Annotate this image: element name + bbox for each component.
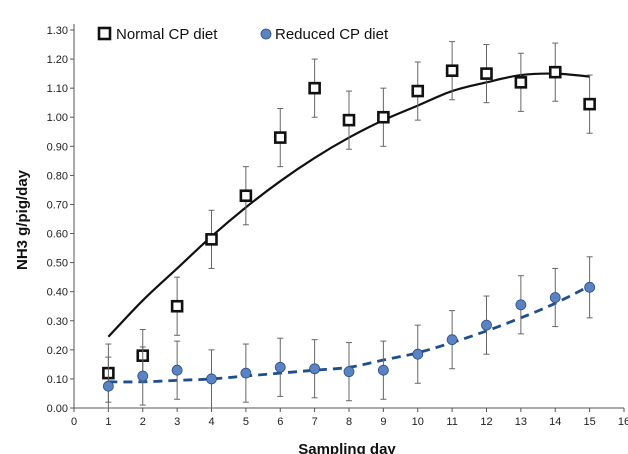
marker-square (514, 76, 528, 89)
marker-square (548, 65, 562, 79)
y-tick-label: 0.70 (47, 199, 68, 211)
y-tick-label: 0.10 (47, 374, 68, 386)
marker-circle (102, 380, 114, 392)
x-tick-label: 11 (446, 416, 457, 428)
marker-square (239, 189, 253, 203)
x-tick-label: 8 (346, 416, 352, 428)
y-tick-label: 0.00 (47, 403, 68, 415)
data-point-normal-cp (170, 276, 184, 336)
marker-square (411, 84, 425, 98)
x-tick-label: 2 (140, 416, 146, 428)
marker-square (308, 81, 321, 95)
y-tick-label: 1.10 (47, 83, 68, 95)
data-point-normal-cp (273, 108, 287, 168)
data-point-normal-cp (411, 61, 425, 121)
marker-circle (481, 319, 492, 331)
x-tick-label: 9 (380, 416, 386, 428)
data-point-reduced-cp (240, 343, 252, 403)
axes: 0.00 0.10 0.20 0.30 0.40 0.50 0.60 0.70 0.80 0.90… (47, 24, 628, 428)
x-tick-label: 6 (277, 416, 283, 428)
legend: Normal CP diet Reduced CP diet (97, 26, 389, 43)
data-point-normal-cp (205, 209, 218, 269)
data-point-reduced-cp (137, 346, 149, 406)
legend-label-reduced-cp: Reduced CP diet (275, 26, 389, 43)
marker-square (377, 110, 390, 124)
y-tick-label: 1.30 (47, 25, 68, 37)
y-tick-label: 1.20 (47, 54, 68, 66)
x-tick-label: 14 (549, 416, 561, 428)
y-tick-label: 0.40 (47, 287, 68, 299)
marker-square (273, 131, 287, 144)
marker-circle (377, 364, 389, 376)
data-point-reduced-cp (171, 340, 183, 400)
marker-square (170, 299, 184, 313)
marker-square (583, 97, 596, 111)
data-point-reduced-cp (481, 295, 492, 355)
y-axis-title: NH3 g/pig/day (14, 169, 31, 270)
data-point-reduced-cp (206, 349, 217, 409)
marker-square (445, 64, 459, 78)
data-point-reduced-cp (274, 337, 286, 397)
data-point-reduced-cp (446, 310, 458, 370)
data-point-reduced-cp (515, 275, 527, 335)
marker-circle (549, 292, 561, 303)
x-tick-label: 4 (208, 416, 214, 428)
x-tick-label: 10 (412, 416, 424, 428)
marker-circle (584, 281, 596, 293)
data-point-reduced-cp (102, 356, 114, 409)
data-point-reduced-cp (412, 324, 424, 384)
x-tick-label: 1 (105, 416, 111, 428)
data-point-reduced-cp (309, 339, 321, 399)
data-point-normal-cp (342, 90, 356, 150)
marker-circle (446, 334, 458, 346)
data-point-normal-cp (239, 166, 253, 226)
marker-circle (309, 363, 321, 375)
legend-marker-normal-cp (97, 26, 112, 41)
y-tick-label: 0.20 (47, 345, 68, 357)
legend-label-normal-cp: Normal CP diet (116, 26, 218, 43)
x-tick-label: 7 (312, 416, 318, 428)
x-tick-label: 13 (515, 416, 527, 428)
marker-square (205, 233, 218, 246)
y-tick-label: 0.90 (47, 141, 68, 153)
data-point-normal-cp (377, 87, 390, 147)
x-axis-title: Sampling day (298, 441, 396, 454)
plot-area (102, 41, 596, 409)
data-point-reduced-cp (377, 340, 389, 400)
marker-circle (171, 364, 183, 376)
data-point-normal-cp (514, 52, 528, 112)
data-point-normal-cp (548, 42, 562, 102)
marker-circle (137, 370, 149, 382)
x-tick-label: 3 (174, 416, 180, 428)
y-tick-label: 0.30 (47, 316, 68, 328)
x-tick-label: 5 (243, 416, 249, 428)
y-tick-label: 0.50 (47, 258, 68, 270)
marker-circle (515, 299, 527, 311)
x-tick-label: 16 (618, 416, 628, 428)
y-tick-label: 0.80 (47, 170, 68, 182)
data-point-normal-cp (445, 41, 459, 101)
x-tick-label: 0 (71, 416, 77, 428)
data-point-reduced-cp (584, 256, 596, 319)
y-tick-label: 0.60 (47, 229, 68, 241)
marker-circle (412, 348, 424, 360)
x-tick-label: 12 (480, 416, 492, 428)
data-point-normal-cp (480, 44, 493, 104)
y-tick-label: 1.00 (47, 112, 68, 124)
data-point-reduced-cp (549, 267, 561, 328)
marker-circle (240, 367, 252, 379)
marker-circle (206, 373, 217, 385)
legend-marker-reduced-cp (260, 28, 272, 40)
marker-circle (343, 366, 355, 378)
data-point-normal-cp (583, 74, 596, 134)
marker-square (480, 67, 493, 80)
x-tick-label: 15 (584, 416, 596, 428)
marker-square (342, 113, 356, 127)
marker-circle (274, 361, 286, 373)
data-point-normal-cp (308, 58, 321, 118)
data-point-reduced-cp (343, 342, 355, 402)
